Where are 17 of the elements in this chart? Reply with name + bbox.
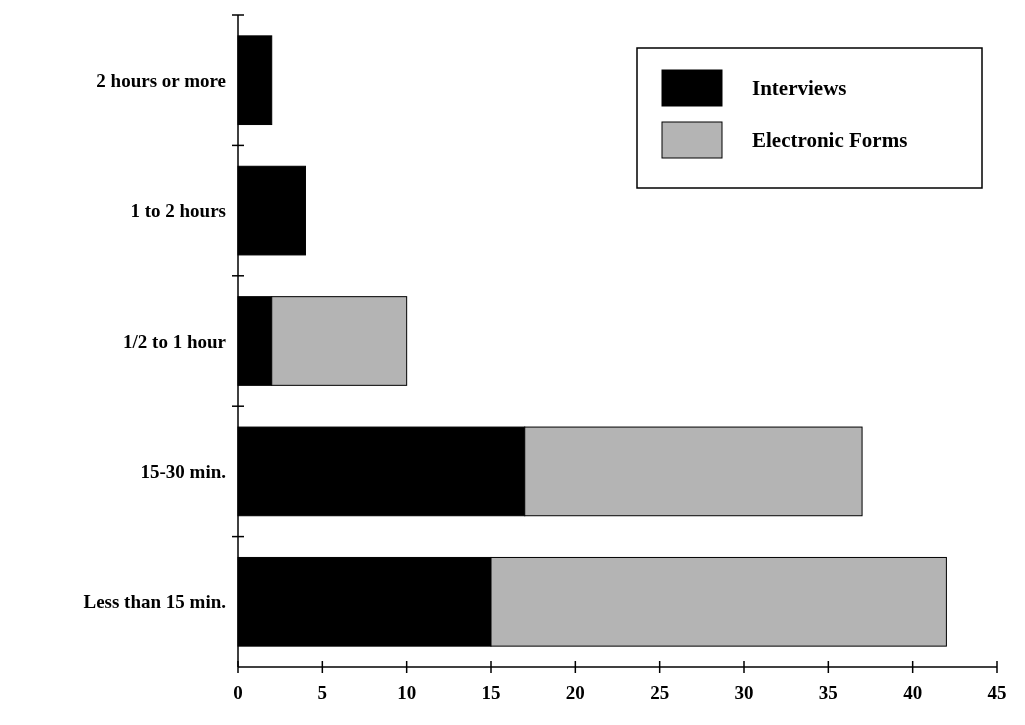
y-tick-label: Less than 15 min. <box>83 591 226 613</box>
y-tick-label: 15-30 min. <box>140 461 226 483</box>
x-tick-label: 5 <box>317 682 328 703</box>
legend-label: Electronic Forms <box>752 128 908 153</box>
y-tick-label: 1/2 to 1 hour <box>123 330 227 352</box>
y-tick-label: 2 hours or more <box>96 69 226 91</box>
x-tick-label: 45 <box>987 682 1007 703</box>
x-tick-label: 0 <box>233 682 243 703</box>
x-tick-label: 40 <box>903 682 923 703</box>
legend-label: Interviews <box>752 76 847 101</box>
x-tick-label: 30 <box>734 682 754 703</box>
x-tick-label: 20 <box>565 682 585 703</box>
y-tick-label: 1 to 2 hours <box>130 200 226 222</box>
x-tick-label: 35 <box>818 682 838 703</box>
x-tick-label: 10 <box>397 682 417 703</box>
x-tick-label: 15 <box>481 682 501 703</box>
x-tick-label: 25 <box>650 682 670 703</box>
